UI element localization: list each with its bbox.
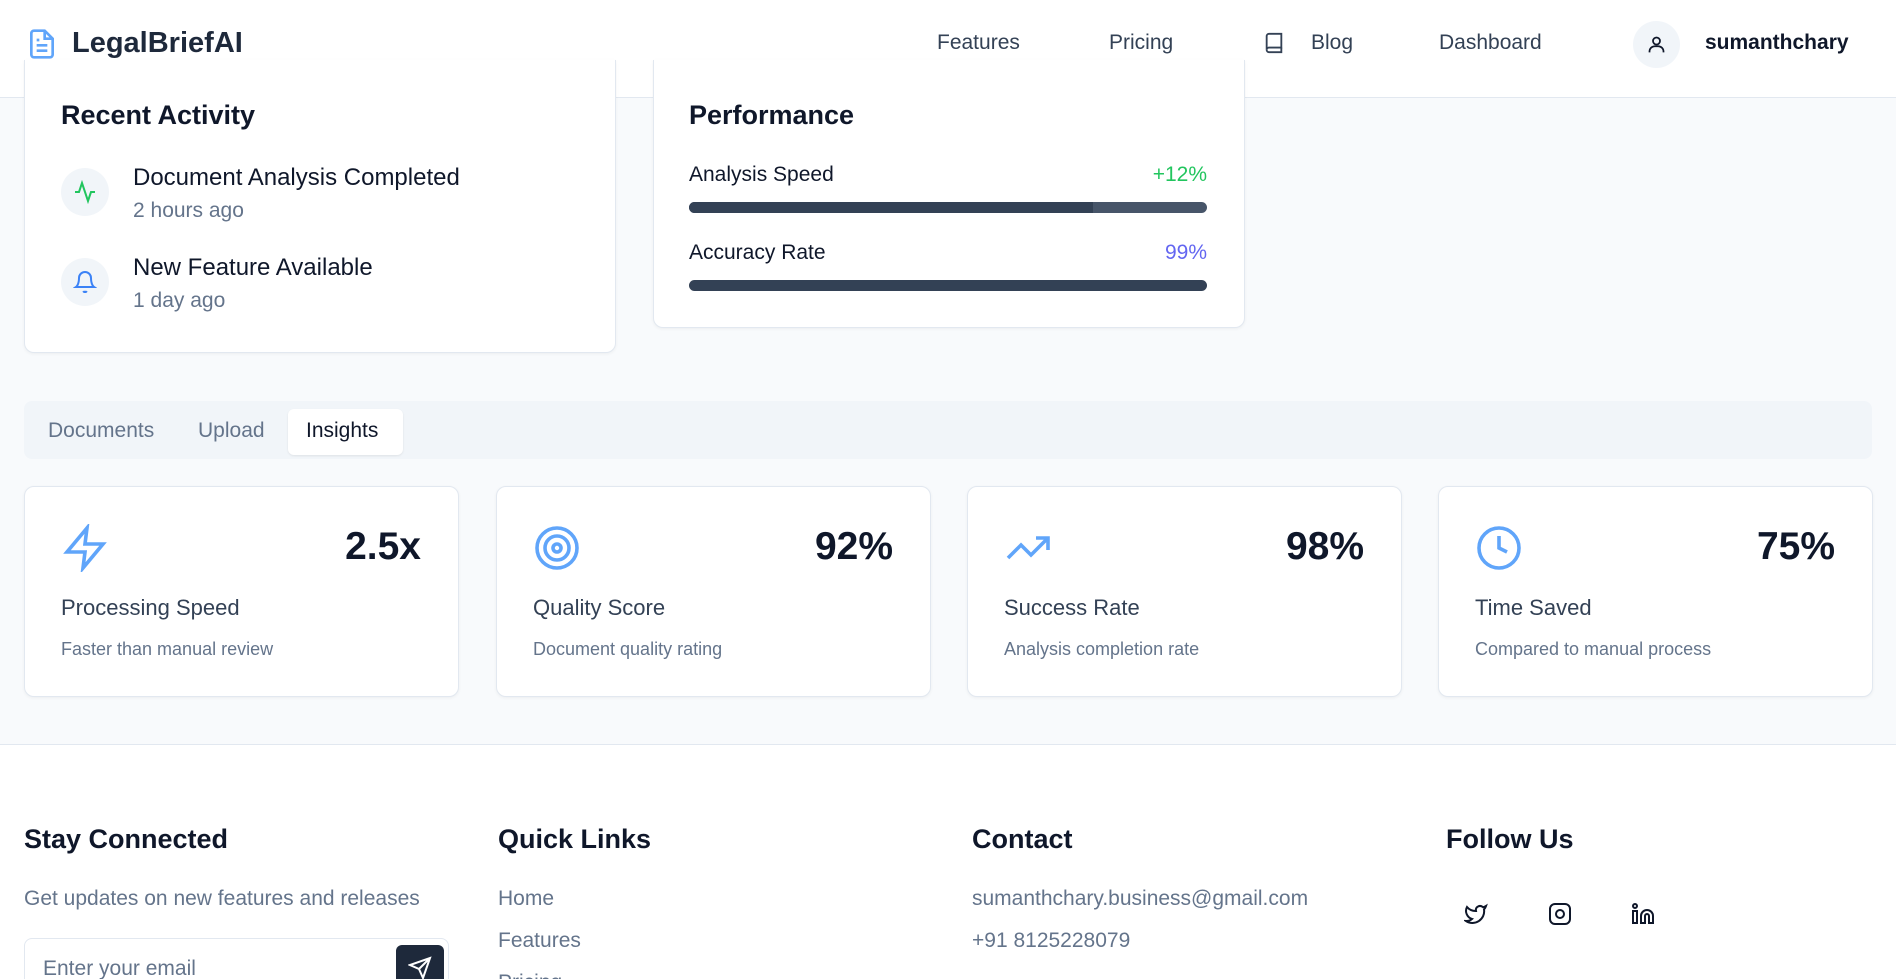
stat-label: Quality Score [533,595,666,620]
footer-link[interactable]: Home [498,887,555,910]
nav-link[interactable]: Pricing [1109,31,1174,54]
stat-desc: Faster than manual review [61,639,274,659]
activity-icon [75,180,95,204]
activity-time: 2 hours ago [133,199,244,222]
activity-title: New Feature Available [133,254,373,281]
nav-link[interactable]: Blog [1311,31,1354,54]
trend-icon [1006,536,1050,560]
nav-link[interactable]: Dashboard [1439,31,1542,54]
input-placeholder: Enter your email [43,957,196,979]
stat-label: Processing Speed [61,595,240,620]
tab[interactable]: Upload [198,419,265,442]
card-title: Recent Activity [61,100,256,130]
progress-track [689,280,1207,291]
stat-card: 92% Quality Score Document quality ratin… [496,486,931,697]
target-icon [535,526,579,570]
stat-value: 98% [1285,525,1364,568]
instagram-icon[interactable] [1548,902,1572,926]
nav-link[interactable]: Features [937,31,1020,54]
stat-card: 2.5x Processing Speed Faster than manual… [24,486,459,697]
stat-card: 75% Time Saved Compared to manual proces… [1438,486,1873,697]
stat-desc: Analysis completion rate [1004,639,1200,659]
contact-email[interactable]: sumanthchary.business@gmail.com [972,887,1309,910]
bell-icon [73,271,97,294]
brand[interactable]: LegalBriefAI [72,27,243,59]
footer-text: Get updates on new features and releases [24,887,420,910]
send-icon [408,956,432,979]
footer-link[interactable]: Features [498,929,581,952]
metric-change: +12% [1152,163,1207,186]
activity-time: 1 day ago [133,289,226,312]
progress-track [689,202,1207,213]
stat-value: 92% [814,525,893,568]
footer-heading: Quick Links [498,824,652,854]
tab-active[interactable]: Insights [306,419,379,442]
email-input[interactable] [24,938,449,979]
linkedin-icon[interactable] [1631,902,1655,926]
stat-label: Success Rate [1004,595,1140,620]
footer-heading: Contact [972,824,1073,854]
progress-fill [689,202,1094,213]
stat-desc: Document quality rating [533,639,723,659]
username[interactable]: sumanthchary [1705,31,1849,54]
stat-label: Time Saved [1475,595,1592,620]
activity-icon-bg [61,258,109,306]
stat-card: 98% Success Rate Analysis completion rat… [967,486,1402,697]
footer-heading: Stay Connected [24,824,229,854]
tab[interactable]: Documents [48,419,155,442]
user-icon [1648,36,1665,53]
clock-icon [1477,526,1521,570]
twitter-icon[interactable] [1464,902,1488,926]
blog-icon [1265,32,1283,54]
metric-name: Accuracy Rate [689,241,826,264]
logo-icon [30,29,54,59]
activity-title: Document Analysis Completed [133,164,460,191]
metric-change: 99% [1164,241,1207,264]
metric-name: Analysis Speed [689,163,834,186]
stat-value: 75% [1756,525,1835,568]
footer-link[interactable]: Pricing [498,971,562,979]
stat-desc: Compared to manual process [1475,639,1712,659]
contact-phone: +91 8125228079 [972,929,1131,952]
footer-heading: Follow Us [1446,824,1574,854]
active-tab-bg [288,409,403,455]
recent-activity-card [24,60,616,353]
zap-icon [63,524,107,572]
card-title: Performance [689,100,855,130]
stat-value: 2.5x [345,525,421,568]
